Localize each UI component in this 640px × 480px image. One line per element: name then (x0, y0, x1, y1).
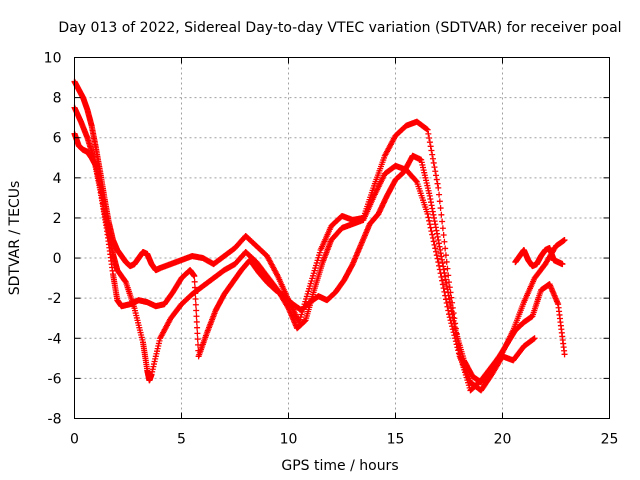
y-tick-label: -2 (48, 291, 62, 307)
chart-title: Day 013 of 2022, Sidereal Day-to-day VTE… (58, 20, 621, 36)
data-point (432, 168, 439, 175)
data-point (431, 241, 438, 248)
data-point (434, 255, 441, 262)
data-point (193, 318, 200, 325)
data-point (425, 130, 432, 137)
data-point (439, 218, 446, 225)
data-point (443, 300, 450, 307)
data-point (426, 135, 433, 142)
data-point (429, 235, 436, 241)
data-point (427, 143, 434, 150)
y-tick-label: -8 (48, 412, 62, 428)
tick-layer: 0 5 10 15 20 25 -8 -6 -4 -2 0 2 4 6 8 10 (44, 51, 619, 448)
x-axis-label: GPS time / hours (281, 458, 398, 474)
x-tick-label: 20 (494, 432, 512, 448)
y-tick-label: 0 (53, 251, 62, 267)
data-point (424, 126, 431, 133)
data-point (194, 336, 201, 343)
data-point (561, 237, 568, 244)
data-point (434, 180, 441, 187)
data-point (431, 164, 438, 171)
data-point (426, 221, 433, 228)
data-point (435, 184, 442, 191)
x-tick-label: 0 (70, 432, 79, 448)
data-point (436, 191, 443, 198)
series-track-d (512, 245, 566, 270)
data-point (433, 248, 440, 255)
data-point (531, 335, 538, 342)
data-point (435, 259, 442, 266)
data-point (446, 279, 452, 286)
y-tick-label: 4 (53, 171, 62, 187)
data-point (439, 225, 446, 232)
data-point (561, 351, 568, 358)
data-point (427, 224, 434, 231)
y-axis-label: SDTVAR / TECUs (7, 181, 23, 296)
data-point (429, 151, 436, 158)
data-point (433, 172, 440, 179)
data-point (424, 210, 431, 217)
data-point (559, 261, 566, 268)
x-tick-label: 10 (280, 432, 298, 448)
data-point (428, 147, 435, 154)
data-point (430, 238, 437, 245)
plot-frame (74, 57, 610, 419)
data-point (442, 245, 449, 252)
data-point (438, 211, 445, 218)
y-tick-label: 8 (53, 91, 62, 107)
series-track-b (71, 130, 538, 394)
data-point (430, 159, 437, 166)
data-point (426, 139, 433, 146)
data-point (194, 324, 201, 331)
data-point (191, 278, 198, 285)
data-point (429, 155, 436, 162)
y-tick-label: -4 (48, 331, 62, 347)
series-track-c (71, 104, 568, 386)
y-tick-label: 6 (53, 131, 62, 147)
data-point (192, 290, 199, 297)
data-point (442, 252, 449, 259)
data-point (440, 285, 447, 292)
x-tick-label: 5 (177, 432, 186, 448)
y-tick-label: 10 (44, 51, 62, 67)
data-point (443, 258, 450, 265)
data-point (439, 277, 446, 284)
data-point (193, 307, 200, 314)
data-point (439, 281, 446, 288)
data-point (433, 176, 440, 183)
x-tick-label: 25 (601, 432, 619, 448)
data-point (432, 245, 439, 252)
data-point (194, 330, 201, 337)
x-tick-label: 15 (387, 432, 405, 448)
data-point (437, 205, 444, 212)
data-point (192, 296, 199, 303)
data-point (440, 231, 447, 238)
data-point (426, 217, 433, 224)
data-point (433, 252, 440, 259)
data-point (429, 231, 436, 238)
data-point (192, 301, 199, 308)
data-point (428, 228, 435, 235)
data-point (438, 273, 445, 280)
data-point (191, 273, 198, 280)
data-point (193, 313, 200, 320)
data-point (444, 265, 451, 272)
data-layer (71, 78, 568, 394)
y-tick-label: -6 (48, 371, 62, 387)
data-point (436, 198, 443, 205)
y-tick-label: 2 (53, 211, 62, 227)
data-point (441, 238, 448, 245)
data-point (191, 284, 198, 291)
data-point (413, 177, 420, 184)
data-point (445, 272, 452, 279)
data-point (444, 303, 451, 310)
data-point (425, 214, 432, 221)
